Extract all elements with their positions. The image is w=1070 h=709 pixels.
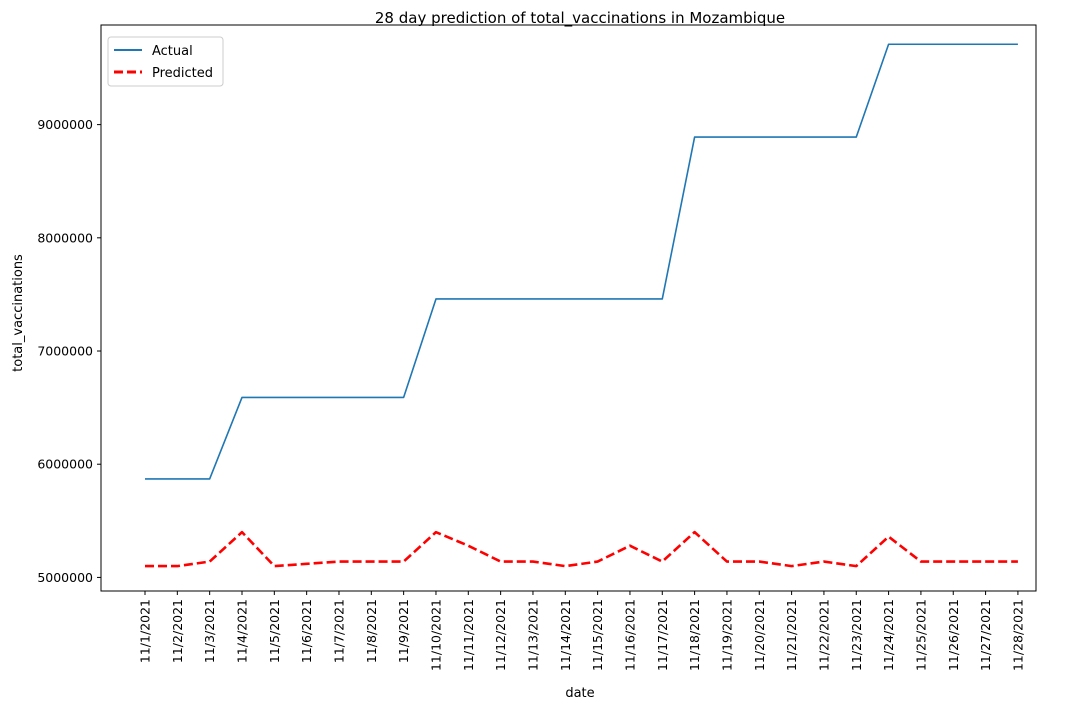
legend: Actual Predicted	[107, 36, 224, 87]
x-axis-label: date	[565, 686, 594, 701]
x-tick-label: 11/10/2021	[428, 599, 443, 671]
chart-title: 28 day prediction of total_vaccinations …	[375, 9, 785, 28]
x-tick-label: 11/12/2021	[493, 599, 508, 671]
x-tick-label: 11/20/2021	[752, 599, 767, 671]
series-line-actual	[145, 43, 1018, 480]
x-tick-label: 11/26/2021	[946, 599, 961, 671]
y-tick-label: 6000000	[37, 457, 93, 472]
x-tick-label: 11/1/2021	[138, 599, 153, 663]
x-tick-label: 11/21/2021	[784, 599, 799, 671]
x-tick-label: 11/24/2021	[881, 599, 896, 671]
series-line-predicted	[145, 530, 1018, 568]
x-axis-ticks: 11/1/2021 11/2/2021 11/3/2021 11/4/2021 11/5…	[138, 591, 1025, 671]
x-tick-label: 11/27/2021	[978, 599, 993, 671]
y-axis-label: total_vaccinations	[11, 254, 26, 372]
x-tick-label: 11/22/2021	[816, 599, 831, 671]
x-tick-label: 11/5/2021	[267, 599, 282, 663]
plot-area	[145, 43, 1018, 568]
y-tick-label: 9000000	[37, 117, 93, 132]
axes-frame	[100, 24, 1037, 592]
x-tick-label: 11/8/2021	[364, 599, 379, 663]
y-tick-label: 7000000	[37, 344, 93, 359]
x-tick-label: 11/7/2021	[331, 599, 346, 663]
x-tick-label: 11/19/2021	[719, 599, 734, 671]
x-tick-label: 11/3/2021	[202, 599, 217, 663]
x-tick-label: 11/18/2021	[687, 599, 702, 671]
x-tick-label: 11/25/2021	[913, 599, 928, 671]
y-tick-label: 8000000	[37, 230, 93, 245]
y-axis-ticks: 5000000 6000000 7000000 8000000 9000000	[37, 117, 101, 585]
x-tick-label: 11/15/2021	[590, 599, 605, 671]
legend-label-actual: Actual	[152, 44, 193, 59]
x-tick-label: 11/14/2021	[558, 599, 573, 671]
x-tick-label: 11/11/2021	[461, 599, 476, 671]
x-tick-label: 11/9/2021	[396, 599, 411, 663]
x-tick-label: 11/17/2021	[655, 599, 670, 671]
x-tick-label: 11/28/2021	[1010, 599, 1025, 671]
x-tick-label: 11/23/2021	[849, 599, 864, 671]
x-tick-label: 11/13/2021	[525, 599, 540, 671]
legend-label-predicted: Predicted	[152, 66, 213, 81]
x-tick-label: 11/4/2021	[234, 599, 249, 663]
x-tick-label: 11/16/2021	[622, 599, 637, 671]
y-tick-label: 5000000	[37, 570, 93, 585]
x-tick-label: 11/6/2021	[299, 599, 314, 663]
x-tick-label: 11/2/2021	[170, 599, 185, 663]
